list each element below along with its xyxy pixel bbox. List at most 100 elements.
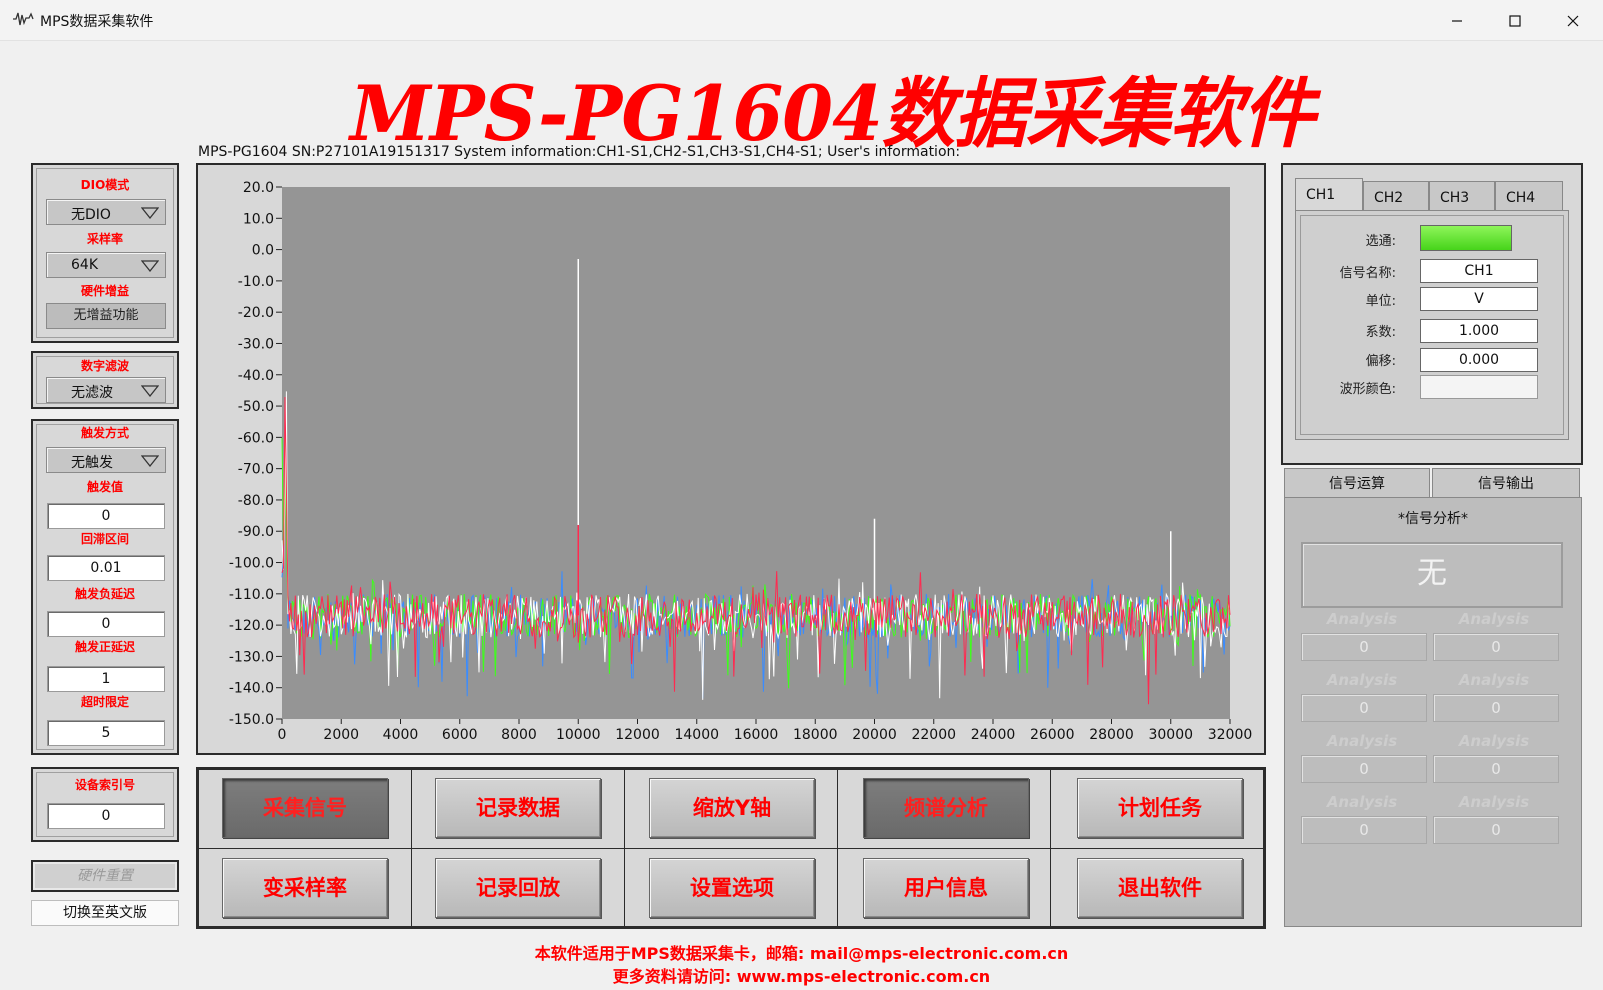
- offset-field[interactable]: 0.000: [1420, 348, 1538, 372]
- y-tick-label: -80.0: [238, 493, 274, 509]
- close-button[interactable]: [1544, 0, 1602, 41]
- settings-button[interactable]: 设置选项: [649, 858, 815, 918]
- record-data-button[interactable]: 记录数据: [435, 778, 601, 838]
- user-info-button[interactable]: 用户信息: [863, 858, 1029, 918]
- scheduled-task-button[interactable]: 计划任务: [1077, 778, 1243, 838]
- window-titlebar: MPS数据采集软件: [0, 0, 1603, 41]
- exit-software-button[interactable]: 退出软件: [1077, 858, 1243, 918]
- analysis-value: 0: [1301, 755, 1427, 783]
- analysis-box: *信号分析* 无 Analysis Analysis 0 0 Analysis …: [1284, 497, 1582, 927]
- y-tick-label: -70.0: [238, 462, 274, 478]
- hardware-reset-button[interactable]: 硬件重置: [31, 860, 179, 892]
- y-tick-label: -60.0: [238, 430, 274, 446]
- x-tick-label: 6000: [442, 727, 478, 743]
- analysis-value: 0: [1301, 816, 1427, 844]
- x-tick-label: 8000: [501, 727, 537, 743]
- hardware-gain-value: 无增益功能: [46, 303, 166, 329]
- y-tick-label: 20.0: [243, 180, 274, 196]
- hysteresis-field[interactable]: 0.01: [47, 555, 165, 581]
- tab-ch3[interactable]: CH3: [1429, 181, 1495, 211]
- digital-filter-label: 数字滤波: [80, 359, 129, 373]
- y-tick-label: -140.0: [229, 681, 274, 697]
- series-layer: [281, 258, 1231, 705]
- trigger-negative-delay-field[interactable]: 0: [47, 611, 165, 637]
- coefficient-label: 系数:: [1365, 325, 1396, 340]
- x-tick-label: 28000: [1089, 727, 1134, 743]
- y-tick-label: -90.0: [238, 524, 274, 540]
- trigger-settings-panel: 触发方式 无触发 触发值 0 回滞区间 0.01 触发负延迟 0 触发正延迟 1…: [31, 419, 179, 755]
- analysis-value: 0: [1433, 816, 1559, 844]
- record-playback-button[interactable]: 记录回放: [435, 858, 601, 918]
- y-tick-label: -100.0: [229, 556, 274, 572]
- timeout-field[interactable]: 5: [47, 720, 165, 746]
- y-tick-label: -50.0: [238, 399, 274, 415]
- analysis-label: Analysis: [1458, 793, 1530, 811]
- y-tick-label: -120.0: [229, 618, 274, 634]
- analysis-label: Analysis: [1458, 610, 1530, 628]
- spectrum-analysis-button[interactable]: 频谱分析: [863, 778, 1029, 838]
- x-tick-label: 16000: [734, 727, 779, 743]
- y-tick-label: -150.0: [229, 712, 274, 728]
- trigger-mode-select[interactable]: 无触发: [46, 447, 166, 473]
- analysis-value: 0: [1433, 755, 1559, 783]
- trigger-mode-value: 无触发: [71, 455, 113, 471]
- dio-mode-select[interactable]: 无DIO: [46, 199, 166, 225]
- channel-enable-led[interactable]: [1420, 225, 1512, 251]
- analysis-value: 0: [1433, 694, 1559, 722]
- spectrum-chart[interactable]: 20.0 10.0 0.0 -10.0 -20.0 -30.0 -40.0 -50.0 -60.…: [198, 165, 1264, 753]
- y-tick-label: -40.0: [238, 368, 274, 384]
- analysis-value: 0: [1301, 633, 1427, 661]
- change-sample-rate-button[interactable]: 变采样率: [222, 858, 388, 918]
- sample-rate-label: 采样率: [86, 232, 123, 246]
- x-tick-label: 0: [278, 727, 287, 743]
- x-tick-label: 10000: [556, 727, 601, 743]
- tab-ch4[interactable]: CH4: [1495, 181, 1563, 211]
- x-tick-label: 2000: [323, 727, 359, 743]
- analysis-label: Analysis: [1326, 671, 1398, 689]
- analysis-result-display: 无: [1301, 542, 1563, 608]
- analysis-label: Analysis: [1458, 732, 1530, 750]
- switch-to-english-button[interactable]: 切换至英文版: [31, 900, 179, 926]
- trigger-mode-label: 触发方式: [80, 426, 129, 440]
- tab-ch2[interactable]: CH2: [1363, 181, 1429, 211]
- enable-label: 选通:: [1365, 234, 1396, 249]
- acquisition-settings-panel: DIO模式 无DIO 采样率 64K 硬件增益 无增益功能: [31, 163, 179, 343]
- footer-website: 更多资料请访问: www.mps-electronic.com.cn: [612, 967, 991, 986]
- spectrum-chart-panel: 20.0 10.0 0.0 -10.0 -20.0 -30.0 -40.0 -50.0 -60.…: [196, 163, 1266, 755]
- tab-ch1[interactable]: CH1: [1295, 178, 1363, 211]
- tab-signal-operation[interactable]: 信号运算: [1284, 468, 1430, 498]
- maximize-button[interactable]: [1486, 0, 1544, 41]
- x-tick-label: 14000: [674, 727, 719, 743]
- unit-field[interactable]: V: [1420, 287, 1538, 311]
- close-icon: [1567, 15, 1579, 26]
- command-button-grid: 采集信号 记录数据 缩放Y轴 频谱分析 计划任务 变采样率 记录回放 设置选项 …: [196, 767, 1266, 929]
- zoom-y-axis-button[interactable]: 缩放Y轴: [649, 778, 815, 838]
- hardware-gain-label: 硬件增益: [80, 284, 129, 298]
- x-tick-label: 18000: [793, 727, 838, 743]
- trigger-value-field[interactable]: 0: [47, 503, 165, 529]
- digital-filter-select[interactable]: 无滤波: [46, 377, 166, 403]
- analysis-value: 0: [1301, 694, 1427, 722]
- waveform-color-picker[interactable]: [1420, 375, 1538, 399]
- app-title: MPS-PG1604数据采集软件: [350, 69, 1315, 158]
- y-tick-label: -110.0: [229, 587, 274, 603]
- x-tick-label: 22000: [911, 727, 956, 743]
- footer-contact: 本软件适用于MPS数据采集卡，邮箱: mail@mps-electronic.c…: [534, 944, 1069, 963]
- dropdown-arrow-icon: [141, 260, 159, 272]
- trigger-negative-delay-label: 触发负延迟: [74, 587, 135, 601]
- offset-label: 偏移:: [1365, 354, 1396, 369]
- coefficient-field[interactable]: 1.000: [1420, 319, 1538, 343]
- minimize-icon: [1452, 19, 1462, 22]
- trigger-positive-delay-label: 触发正延迟: [74, 640, 135, 654]
- tab-signal-output[interactable]: 信号输出: [1432, 468, 1580, 498]
- analysis-label: Analysis: [1458, 671, 1530, 689]
- minimize-button[interactable]: [1428, 0, 1486, 41]
- sample-rate-select[interactable]: 64K: [46, 252, 166, 278]
- x-tick-label: 24000: [971, 727, 1016, 743]
- acquire-signal-button[interactable]: 采集信号: [222, 778, 388, 838]
- device-index-field[interactable]: 0: [47, 803, 165, 829]
- trigger-positive-delay-field[interactable]: 1: [47, 666, 165, 692]
- signal-name-field[interactable]: CH1: [1420, 259, 1538, 283]
- analysis-label: Analysis: [1326, 610, 1398, 628]
- signal-analysis-panel: 信号运算 信号输出 *信号分析* 无 Analysis Analysis 0 0…: [1284, 468, 1582, 928]
